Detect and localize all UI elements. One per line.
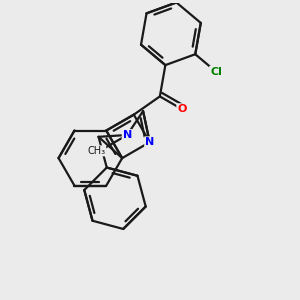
Text: N: N — [122, 130, 132, 140]
Text: Cl: Cl — [210, 67, 222, 76]
Text: CH₃: CH₃ — [88, 146, 106, 156]
Text: N: N — [145, 137, 154, 147]
Text: O: O — [177, 104, 187, 114]
